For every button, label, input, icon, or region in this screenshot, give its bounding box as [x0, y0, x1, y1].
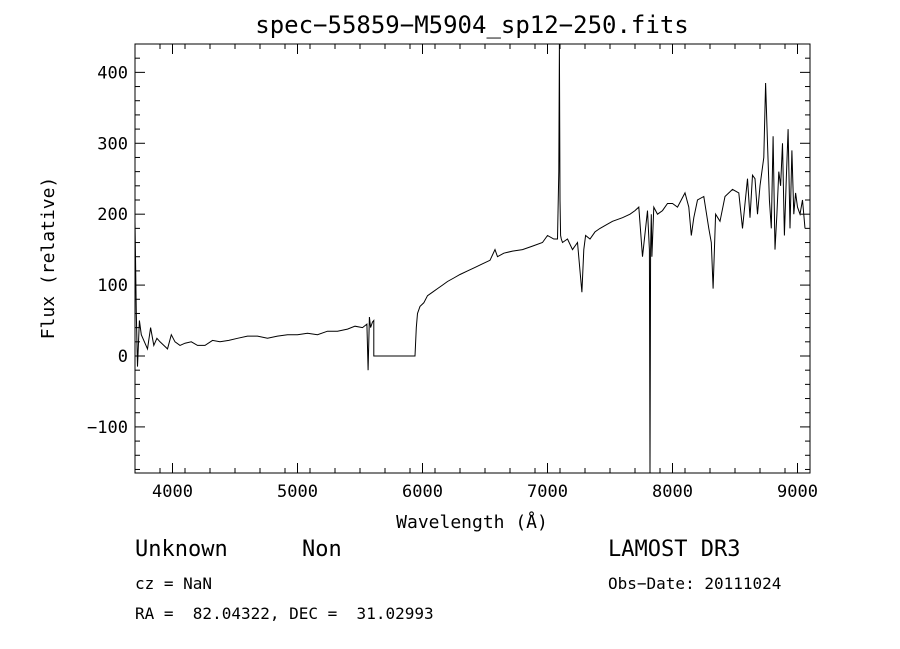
y-tick-label: −100 [87, 418, 128, 438]
x-axis-label: Wavelength (Å) [396, 511, 548, 533]
x-axis: 4000 5000 6000 7000 8000 9000 [134, 44, 818, 502]
chart-title: spec−55859−M5904_sp12−250.fits [255, 11, 688, 39]
plot-frame [134, 43, 811, 474]
y-tick-label: 0 [118, 347, 128, 367]
x-tick-label: 6000 [402, 482, 443, 502]
series-layer [134, 43, 806, 474]
y-tick-label: 100 [97, 276, 128, 296]
spectrum-line [134, 43, 806, 474]
x-tick-label: 9000 [777, 482, 818, 502]
y-tick-label: 200 [97, 205, 128, 225]
plot-border [134, 43, 811, 474]
obs-date-label: Obs−Date: 20111024 [608, 574, 782, 593]
object-subclass: Non [302, 537, 342, 562]
redshift-label: cz = NaN [135, 574, 213, 593]
x-tick-label: 5000 [277, 482, 318, 502]
object-class: Unknown [135, 537, 228, 562]
x-tick-label: 4000 [152, 482, 193, 502]
y-axis: −100 0 100 200 300 400 [87, 43, 810, 470]
coords-label: RA = 82.04322, DEC = 31.02993 [135, 604, 434, 623]
y-tick-label: 400 [97, 63, 128, 83]
survey-label: LAMOST DR3 [608, 537, 741, 562]
y-tick-label: 300 [97, 134, 128, 154]
x-tick-label: 7000 [527, 482, 568, 502]
x-tick-label: 8000 [652, 482, 693, 502]
y-axis-label: Flux (relative) [38, 177, 59, 340]
